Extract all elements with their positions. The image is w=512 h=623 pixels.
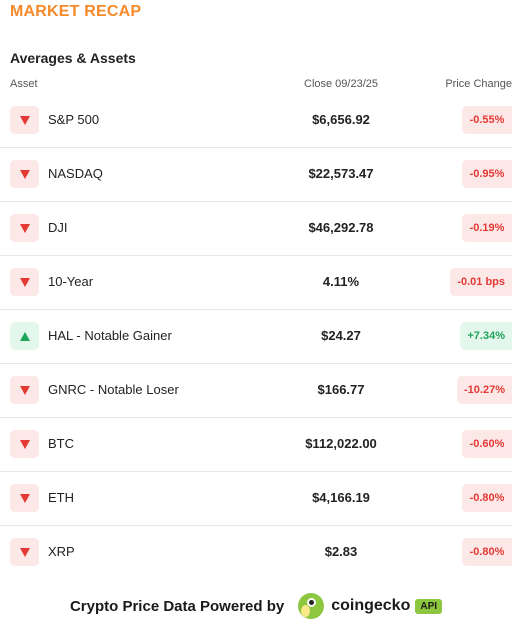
close-price: $4,166.19: [312, 490, 370, 505]
asset-name: ETH: [48, 490, 74, 505]
asset-name: DJI: [48, 220, 68, 235]
close-price: 4.11%: [322, 274, 360, 289]
column-header-close: Close 09/23/25: [304, 78, 378, 90]
price-change-badge: -10.27%: [457, 376, 512, 404]
section-title: Averages & Assets: [10, 50, 136, 66]
powered-by-text: Crypto Price Data Powered by: [69, 597, 285, 615]
arrow-down-icon: [19, 115, 30, 125]
close-price: $2.83: [324, 544, 358, 559]
table-row: XRP $2.83 -0.80%: [0, 526, 512, 579]
column-header-asset: Asset: [10, 78, 38, 90]
footer-attribution[interactable]: Crypto Price Data Powered by coingecko A…: [0, 592, 512, 620]
price-change-badge: -0.95%: [462, 160, 512, 188]
asset-name: NASDAQ: [48, 166, 103, 181]
arrow-down-icon: [19, 547, 30, 557]
direction-indicator: [10, 430, 39, 458]
direction-indicator: [10, 376, 39, 404]
table-row: HAL - Notable Gainer $24.27 +7.34%: [0, 310, 512, 364]
direction-indicator: [10, 322, 39, 350]
close-price: $166.77: [317, 382, 365, 397]
table-row: S&P 500 $6,656.92 -0.55%: [0, 94, 512, 148]
direction-indicator: [10, 484, 39, 512]
table-row: 10-Year 4.11% -0.01 bps: [0, 256, 512, 310]
asset-name: S&P 500: [48, 112, 100, 127]
asset-name: XRP: [48, 544, 75, 559]
price-change-badge: +7.34%: [460, 322, 512, 350]
api-badge: API: [415, 598, 443, 614]
table-row: NASDAQ $22,573.47 -0.95%: [0, 148, 512, 202]
table-row: BTC $112,022.00 -0.60%: [0, 418, 512, 472]
direction-indicator: [10, 106, 39, 134]
column-header-change: Price Change: [445, 78, 512, 90]
price-change-badge: -0.55%: [462, 106, 512, 134]
arrow-down-icon: [19, 277, 30, 287]
table-row: GNRC - Notable Loser $166.77 -10.27%: [0, 364, 512, 418]
direction-indicator: [10, 214, 39, 242]
table-row: ETH $4,166.19 -0.80%: [0, 472, 512, 526]
asset-name: HAL - Notable Gainer: [48, 328, 172, 343]
close-price: $112,022.00: [305, 436, 377, 451]
arrow-down-icon: [19, 169, 30, 179]
price-change-badge: -0.19%: [462, 214, 512, 242]
close-price: $46,292.78: [308, 220, 374, 235]
arrow-down-icon: [19, 493, 30, 503]
direction-indicator: [10, 160, 39, 188]
close-price: $24.27: [321, 328, 361, 343]
price-change-badge: -0.60%: [462, 430, 512, 458]
brand-name: coingecko: [331, 597, 411, 614]
arrow-down-icon: [19, 439, 30, 449]
asset-name: BTC: [48, 436, 74, 451]
gecko-logo-icon: [298, 593, 325, 619]
price-change-badge: -0.01 bps: [450, 268, 512, 296]
arrow-down-icon: [19, 385, 30, 395]
close-price: $22,573.47: [308, 166, 374, 181]
asset-table: S&P 500 $6,656.92 -0.55% NASDAQ $22,573.…: [0, 94, 512, 579]
direction-indicator: [10, 538, 39, 566]
direction-indicator: [10, 268, 39, 296]
page-title: MARKET RECAP: [10, 3, 142, 20]
asset-name: GNRC - Notable Loser: [48, 382, 179, 397]
price-change-badge: -0.80%: [462, 484, 512, 512]
asset-name: 10-Year: [48, 274, 94, 289]
price-change-badge: -0.80%: [462, 538, 512, 566]
arrow-up-icon: [19, 331, 30, 341]
close-price: $6,656.92: [312, 112, 370, 127]
table-row: DJI $46,292.78 -0.19%: [0, 202, 512, 256]
arrow-down-icon: [19, 223, 30, 233]
